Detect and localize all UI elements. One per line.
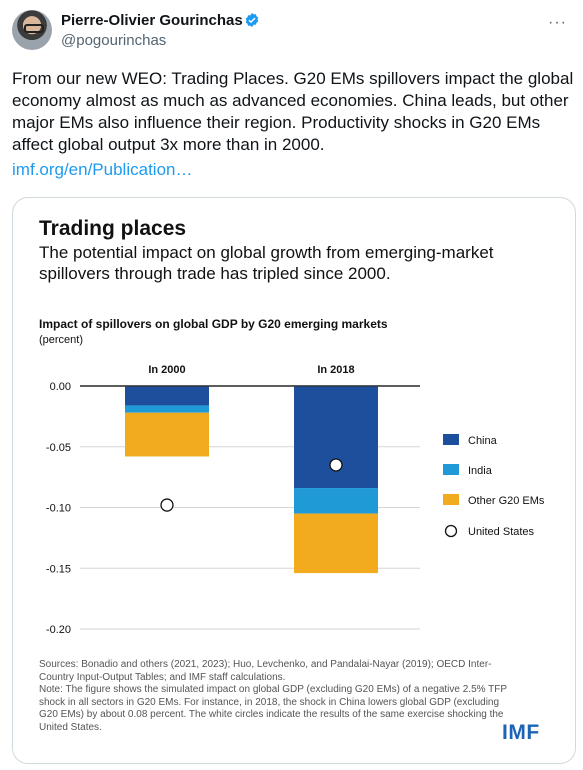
category-label: In 2000 — [148, 364, 185, 376]
legend-swatch — [443, 494, 459, 505]
legend-marker — [444, 524, 458, 538]
author-handle[interactable]: @pogourinchas — [61, 32, 167, 49]
bar-india — [125, 405, 209, 413]
bar-china — [294, 386, 378, 489]
marker-united-states — [329, 458, 343, 472]
more-options-icon[interactable]: ··· — [548, 14, 567, 31]
y-tick-label: -0.15 — [46, 563, 71, 575]
category-label: In 2018 — [317, 364, 354, 376]
bar-china — [125, 386, 209, 406]
bar-other-g20-ems — [294, 513, 378, 574]
legend-label: United States — [468, 526, 535, 538]
y-tick-label: -0.20 — [46, 624, 71, 636]
verified-badge-icon — [245, 13, 259, 27]
legend-label: Other G20 EMs — [468, 495, 545, 507]
panel-unit: (percent) — [39, 334, 84, 346]
legend-label: China — [468, 435, 498, 447]
legend-label: India — [468, 465, 493, 477]
tweet-text: From our new WEO: Trading Places. G20 EM… — [12, 69, 574, 154]
tweet-image-card[interactable]: Trading places The potential impact on g… — [12, 197, 576, 764]
tweet-link[interactable]: imf.org/en/Publication… — [12, 160, 193, 179]
y-tick-label: -0.05 — [46, 442, 71, 454]
bar-chart: 0.00 -0.05 -0.10 -0.15 -0.20 In 2000 In 2018 Ch… — [46, 364, 545, 636]
sources-note: Sources: Bonadio and others (2021, 2023)… — [39, 659, 507, 733]
y-tick-label: 0.00 — [50, 381, 71, 393]
panel-title: Impact of spillovers on global GDP by G2… — [39, 317, 388, 331]
y-tick-label: -0.10 — [46, 503, 71, 515]
chart-subtitle: The potential impact on global growth fr… — [39, 243, 494, 283]
imf-logo: IMF — [502, 721, 540, 744]
legend-swatch — [443, 464, 459, 475]
chart-title: Trading places — [39, 217, 187, 240]
avatar[interactable] — [12, 10, 52, 50]
bar-india — [294, 488, 378, 514]
tweet-header: Pierre-Olivier Gourinchas @pogourinchas … — [12, 10, 571, 60]
marker-united-states — [160, 498, 174, 512]
author-name[interactable]: Pierre-Olivier Gourinchas — [61, 12, 243, 29]
legend-swatch — [443, 434, 459, 445]
bar-other-g20-ems — [125, 412, 209, 457]
